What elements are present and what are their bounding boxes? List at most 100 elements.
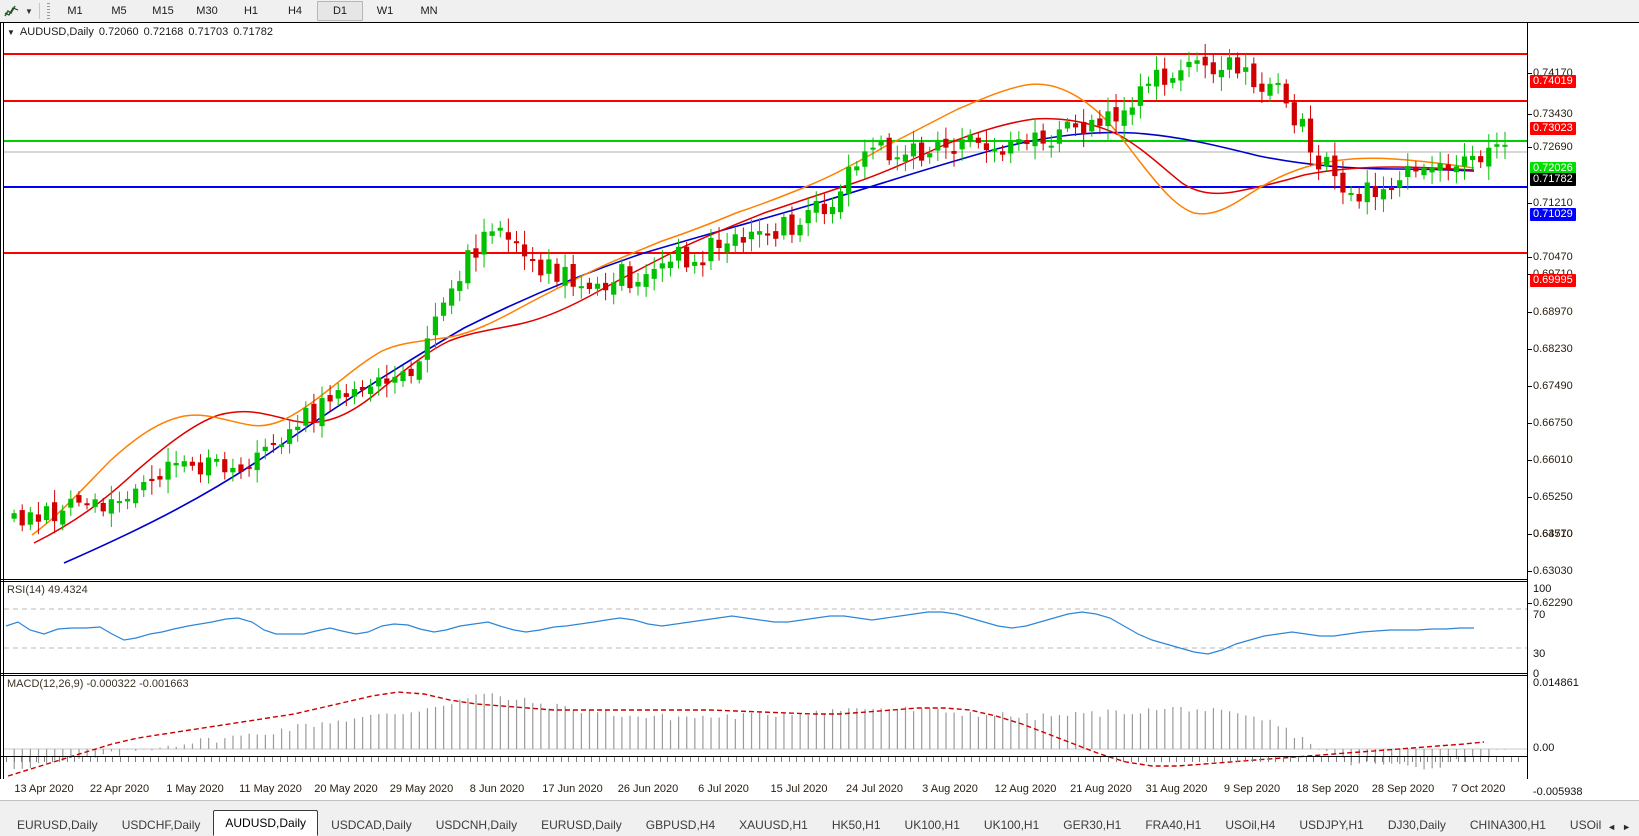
date-tick-mark bbox=[13, 757, 15, 762]
ohlc-low: 0.71703 bbox=[188, 26, 229, 38]
timeframe-m15[interactable]: M15 bbox=[152, 5, 174, 17]
price-level-badge-blue[interactable]: 0.71029 bbox=[1530, 208, 1576, 221]
chart-tab-hk50-h1[interactable]: HK50,H1 bbox=[831, 818, 881, 832]
date-tick-mark bbox=[614, 757, 615, 762]
price-level-badge-green[interactable]: 0.72026 bbox=[1530, 162, 1576, 175]
date-tick-mark bbox=[918, 757, 919, 762]
date-tick-mark bbox=[1275, 757, 1277, 762]
date-tick-mark bbox=[788, 757, 790, 762]
scroll-left-icon[interactable]: ◄ bbox=[1607, 822, 1617, 832]
timeframe-m30[interactable]: M30 bbox=[196, 5, 218, 17]
date-tick-mark bbox=[819, 757, 821, 762]
date-tick-mark bbox=[1047, 757, 1049, 762]
date-tick-mark bbox=[971, 757, 973, 762]
chart-tab-usdjpy-h1[interactable]: USDJPY,H1 bbox=[1299, 818, 1364, 832]
price-axis[interactable]: 0.741700.734300.726900.712100.704700.697… bbox=[1528, 23, 1639, 798]
date-tick-mark bbox=[393, 757, 395, 762]
date-tick-label: 8 Jun 2020 bbox=[469, 783, 525, 795]
chart-tab-ger30-h1[interactable]: GER30,H1 bbox=[1063, 818, 1122, 832]
collapse-caret-icon[interactable]: ▼ bbox=[7, 27, 15, 37]
date-tick-mark bbox=[644, 757, 646, 762]
pane-separator-macd-top bbox=[0, 673, 1527, 674]
chart-tab-eurusd-daily[interactable]: EURUSD,Daily bbox=[17, 818, 98, 832]
timeframe-m5[interactable]: M5 bbox=[111, 5, 127, 17]
timeframe-d1[interactable]: D1 bbox=[317, 1, 363, 21]
drag-grip-icon[interactable] bbox=[43, 2, 53, 20]
price-tick-mark bbox=[1528, 203, 1532, 204]
date-tick-mark bbox=[1024, 757, 1026, 762]
date-tick-mark bbox=[887, 757, 889, 762]
price-tick-label: 0.68970 bbox=[1533, 306, 1573, 318]
chart-canvas[interactable]: ▼ AUDUSD,Daily 0.72060 0.72168 0.71703 0… bbox=[0, 22, 1639, 800]
date-tick-mark bbox=[986, 757, 988, 762]
chart-tab-usoil-h1[interactable]: USOil,H1 bbox=[1569, 818, 1602, 832]
date-tick-mark bbox=[89, 757, 91, 762]
chart-tab-fra40-h1[interactable]: FRA40,H1 bbox=[1145, 818, 1202, 832]
date-tick-mark bbox=[477, 757, 479, 762]
date-tick-mark bbox=[1465, 757, 1467, 762]
price-tick-label: 0.63030 bbox=[1533, 565, 1573, 577]
date-tick-mark bbox=[940, 757, 942, 762]
date-tick-mark bbox=[743, 757, 745, 762]
date-tick-label: 3 Aug 2020 bbox=[922, 783, 978, 795]
date-tick-mark bbox=[500, 757, 501, 762]
price-level-badge-red[interactable]: 0.69995 bbox=[1530, 274, 1576, 287]
pane-separator-macd-top2 bbox=[0, 675, 1527, 676]
price-level-badge-red[interactable]: 0.73023 bbox=[1530, 122, 1576, 135]
chart-tab-usdcnh-daily[interactable]: USDCNH,Daily bbox=[435, 818, 518, 832]
chevron-down-icon[interactable]: ▼ bbox=[25, 6, 33, 16]
date-tick-mark bbox=[21, 757, 23, 762]
price-tick-label: 0.63770 bbox=[1533, 528, 1573, 540]
timeframe-mn[interactable]: MN bbox=[420, 5, 438, 17]
macd-tick-label: 0.014861 bbox=[1533, 677, 1579, 689]
date-tick-mark bbox=[1138, 757, 1140, 762]
chart-tab-dj30-daily[interactable]: DJ30,Daily bbox=[1387, 818, 1446, 832]
pane-separator-rsi-top bbox=[0, 579, 1527, 580]
date-tick-mark bbox=[36, 757, 38, 762]
timeframe-h1[interactable]: H1 bbox=[243, 5, 259, 17]
date-tick-mark bbox=[1396, 757, 1398, 762]
price-tick-mark bbox=[1528, 571, 1532, 572]
chart-tab-audusd-daily[interactable]: AUDUSD,Daily bbox=[213, 810, 319, 836]
date-tick-mark bbox=[180, 757, 182, 762]
date-tick-mark bbox=[150, 757, 152, 762]
date-tick-mark bbox=[735, 757, 737, 762]
date-tick-mark bbox=[712, 757, 714, 762]
date-tick-mark bbox=[104, 757, 106, 762]
chart-tab-usdcad-daily[interactable]: USDCAD,Daily bbox=[331, 818, 412, 832]
chart-tab-china300-h1[interactable]: CHINA300,H1 bbox=[1469, 818, 1546, 832]
indicators-icon[interactable] bbox=[0, 1, 22, 21]
date-tick-mark bbox=[127, 757, 129, 762]
date-tick-mark bbox=[1267, 757, 1269, 762]
ohlc-close: 0.71782 bbox=[233, 26, 273, 38]
scroll-right-icon[interactable]: ► bbox=[1622, 822, 1631, 832]
date-tick-mark bbox=[1336, 757, 1337, 762]
chart-tab-usdchf-daily[interactable]: USDCHF,Daily bbox=[121, 818, 201, 832]
date-tick-mark bbox=[401, 757, 403, 762]
timeframe-w1[interactable]: W1 bbox=[376, 5, 394, 17]
date-tick-mark bbox=[1077, 757, 1079, 762]
chart-tab-xauusd-h1[interactable]: XAUUSD,H1 bbox=[739, 818, 808, 832]
date-tick-mark bbox=[652, 757, 653, 762]
date-tick-mark bbox=[842, 757, 843, 762]
chart-tab-uk100-h1[interactable]: UK100,H1 bbox=[983, 818, 1040, 832]
timeframe-m1[interactable]: M1 bbox=[67, 5, 83, 17]
date-tick-mark bbox=[682, 757, 684, 762]
date-tick-mark bbox=[355, 757, 357, 762]
chart-tab-usoil-h4[interactable]: USOil,H4 bbox=[1225, 818, 1276, 832]
chart-tab-gbpusd-h4[interactable]: GBPUSD,H4 bbox=[645, 818, 716, 832]
date-tick-mark bbox=[963, 757, 965, 762]
date-tick-mark bbox=[1070, 757, 1071, 762]
chart-tabs-list: EURUSD,Daily USDCHF,Daily AUDUSD,Daily USDC… bbox=[0, 810, 1601, 836]
price-tick-label: 0.66750 bbox=[1533, 417, 1573, 429]
date-tick-mark bbox=[1237, 757, 1239, 762]
timeframe-h4[interactable]: H4 bbox=[287, 5, 303, 17]
date-tick-mark bbox=[249, 757, 251, 762]
price-level-badge-black[interactable]: 0.71782 bbox=[1530, 173, 1576, 186]
price-level-badge-red[interactable]: 0.74019 bbox=[1530, 75, 1576, 88]
date-tick-label: 7 Oct 2020 bbox=[1451, 783, 1506, 795]
chart-tab-eurusd-daily[interactable]: EURUSD,Daily bbox=[541, 818, 622, 832]
date-tick-mark bbox=[416, 757, 418, 762]
date-tick-mark bbox=[1054, 757, 1056, 762]
chart-tab-uk100-h1[interactable]: UK100,H1 bbox=[904, 818, 960, 832]
